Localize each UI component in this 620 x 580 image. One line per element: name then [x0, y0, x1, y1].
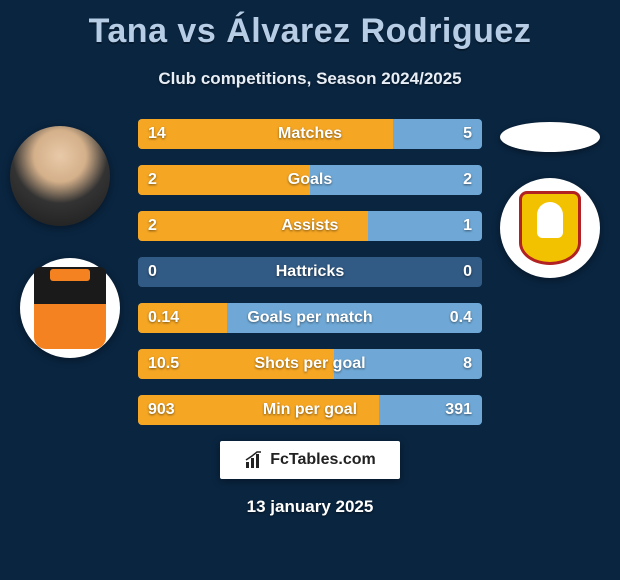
- stat-label: Goals per match: [186, 309, 434, 327]
- stat-right-value: 0.4: [434, 309, 482, 327]
- stat-right-value: 0: [434, 263, 482, 281]
- stats-block: 14Matches52Goals22Assists10Hattricks00.1…: [138, 119, 482, 425]
- club-right-crest-shape: [519, 191, 581, 265]
- stat-row: 10.5Shots per goal8: [138, 349, 482, 379]
- stat-label: Goals: [186, 171, 434, 189]
- stat-right-value: 5: [434, 125, 482, 143]
- stat-left-value: 0: [138, 263, 186, 281]
- site-badge: FcTables.com: [220, 441, 400, 479]
- chart-icon: [244, 450, 264, 470]
- stat-right-value: 2: [434, 171, 482, 189]
- stat-row: 903Min per goal391: [138, 395, 482, 425]
- stat-label: Shots per goal: [186, 355, 434, 373]
- stat-row: 2Goals2: [138, 165, 482, 195]
- stat-left-value: 2: [138, 171, 186, 189]
- stat-row: 14Matches5: [138, 119, 482, 149]
- subtitle: Club competitions, Season 2024/2025: [0, 69, 620, 89]
- club-right-crest: [500, 178, 600, 278]
- player-left-avatar: [10, 126, 110, 226]
- stat-left-value: 14: [138, 125, 186, 143]
- stat-right-value: 8: [434, 355, 482, 373]
- player-right-avatar: [500, 122, 600, 152]
- stat-right-value: 1: [434, 217, 482, 235]
- footer-date: 13 january 2025: [0, 497, 620, 517]
- site-badge-label: FcTables.com: [270, 451, 376, 469]
- stat-row: 0Hattricks0: [138, 257, 482, 287]
- stat-left-value: 903: [138, 401, 186, 419]
- stat-label: Matches: [186, 125, 434, 143]
- stat-left-value: 0.14: [138, 309, 186, 327]
- club-left-crest: [20, 258, 120, 358]
- stat-label: Hattricks: [186, 263, 434, 281]
- page-title: Tana vs Álvarez Rodriguez: [0, 0, 620, 51]
- stat-label: Assists: [186, 217, 434, 235]
- stat-label: Min per goal: [186, 401, 434, 419]
- stat-right-value: 391: [434, 401, 482, 419]
- stat-row: 2Assists1: [138, 211, 482, 241]
- club-left-crest-shape: [34, 267, 106, 349]
- stat-left-value: 2: [138, 217, 186, 235]
- stat-row: 0.14Goals per match0.4: [138, 303, 482, 333]
- stat-left-value: 10.5: [138, 355, 186, 373]
